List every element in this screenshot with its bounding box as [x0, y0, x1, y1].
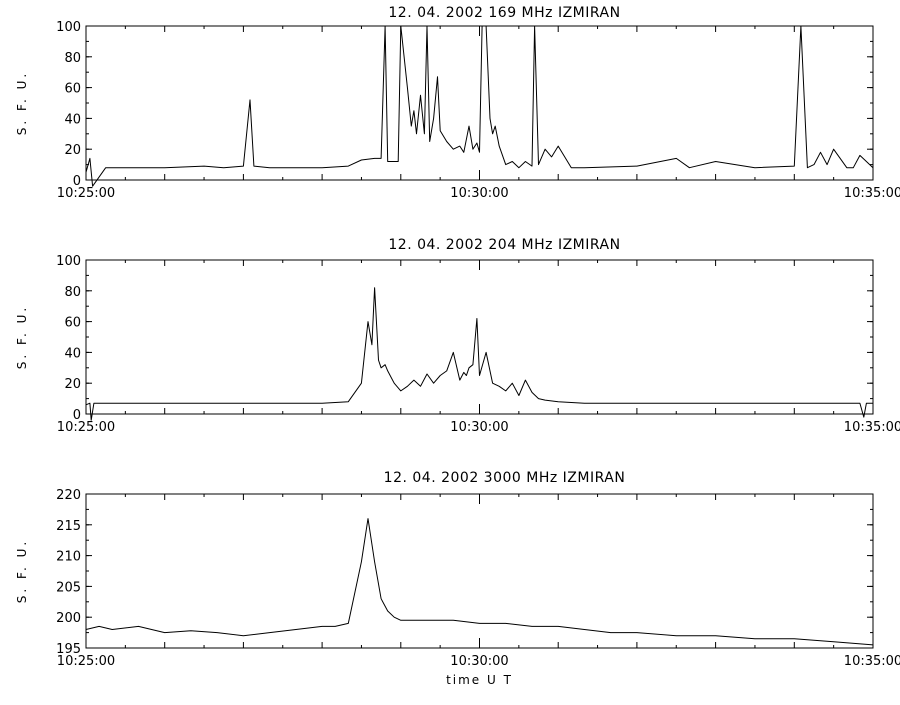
x-tick-label: 10:25:00: [57, 654, 115, 669]
y-tick-label: 80: [64, 285, 81, 300]
chart-title: 12. 04. 2002 204 MHz IZMIRAN: [388, 237, 620, 253]
series-line-0: [85, 518, 874, 646]
chart-title: 12. 04. 2002 3000 MHz IZMIRAN: [384, 470, 626, 486]
plot-frame: [85, 493, 874, 649]
x-tick-label: 10:30:00: [450, 186, 508, 201]
y-tick-label: 20: [64, 143, 81, 158]
y-axis-label: S. F. U.: [15, 539, 29, 603]
y-tick-label: 100: [56, 254, 81, 269]
y-tick-label: 60: [64, 82, 81, 97]
y-axis-label: S. F. U.: [15, 305, 29, 369]
y-tick-label: 215: [56, 519, 81, 534]
y-tick-label: 60: [64, 316, 81, 331]
x-tick-label: 10:30:00: [450, 654, 508, 669]
y-tick-label: 200: [56, 611, 81, 626]
y-tick-label: 100: [56, 20, 81, 35]
y-tick-label: 80: [64, 51, 81, 66]
x-tick-label: 10:30:00: [450, 420, 508, 435]
y-tick-label: 210: [56, 550, 81, 565]
chart-panel-1: 12. 04. 2002 204 MHz IZMIRAN S. F. U. 0 20 4…: [15, 237, 900, 435]
x-axis-label: time U T: [446, 673, 513, 687]
plot-frame: [85, 25, 874, 181]
chart-title: 12. 04. 2002 169 MHz IZMIRAN: [388, 5, 620, 21]
plot-frame: [85, 259, 874, 415]
y-tick-label: 40: [64, 346, 81, 361]
y-tick-label: 195: [56, 642, 81, 657]
x-tick-label: 10:25:00: [57, 420, 115, 435]
series-line-0: [85, 25, 874, 187]
x-tick-label: 10:25:00: [57, 186, 115, 201]
x-tick-label: 10:35:00: [844, 420, 900, 435]
x-tick-label: 10:35:00: [844, 186, 900, 201]
y-tick-label: 205: [56, 580, 81, 595]
y-tick-label: 0: [73, 174, 81, 189]
series-line-0: [85, 287, 873, 421]
x-tick-label: 10:35:00: [844, 654, 900, 669]
y-tick-label: 40: [64, 112, 81, 127]
y-tick-label: 20: [64, 377, 81, 392]
chart-panel-2: 12. 04. 2002 3000 MHz IZMIRAN S. F. U. 195…: [15, 470, 900, 687]
y-tick-label: 220: [56, 488, 81, 503]
chart-panel-0: 12. 04. 2002 169 MHz IZMIRAN S. F. U. 0 20 4…: [15, 5, 900, 201]
y-tick-label: 0: [73, 408, 81, 423]
y-axis-label: S. F. U.: [15, 71, 29, 135]
